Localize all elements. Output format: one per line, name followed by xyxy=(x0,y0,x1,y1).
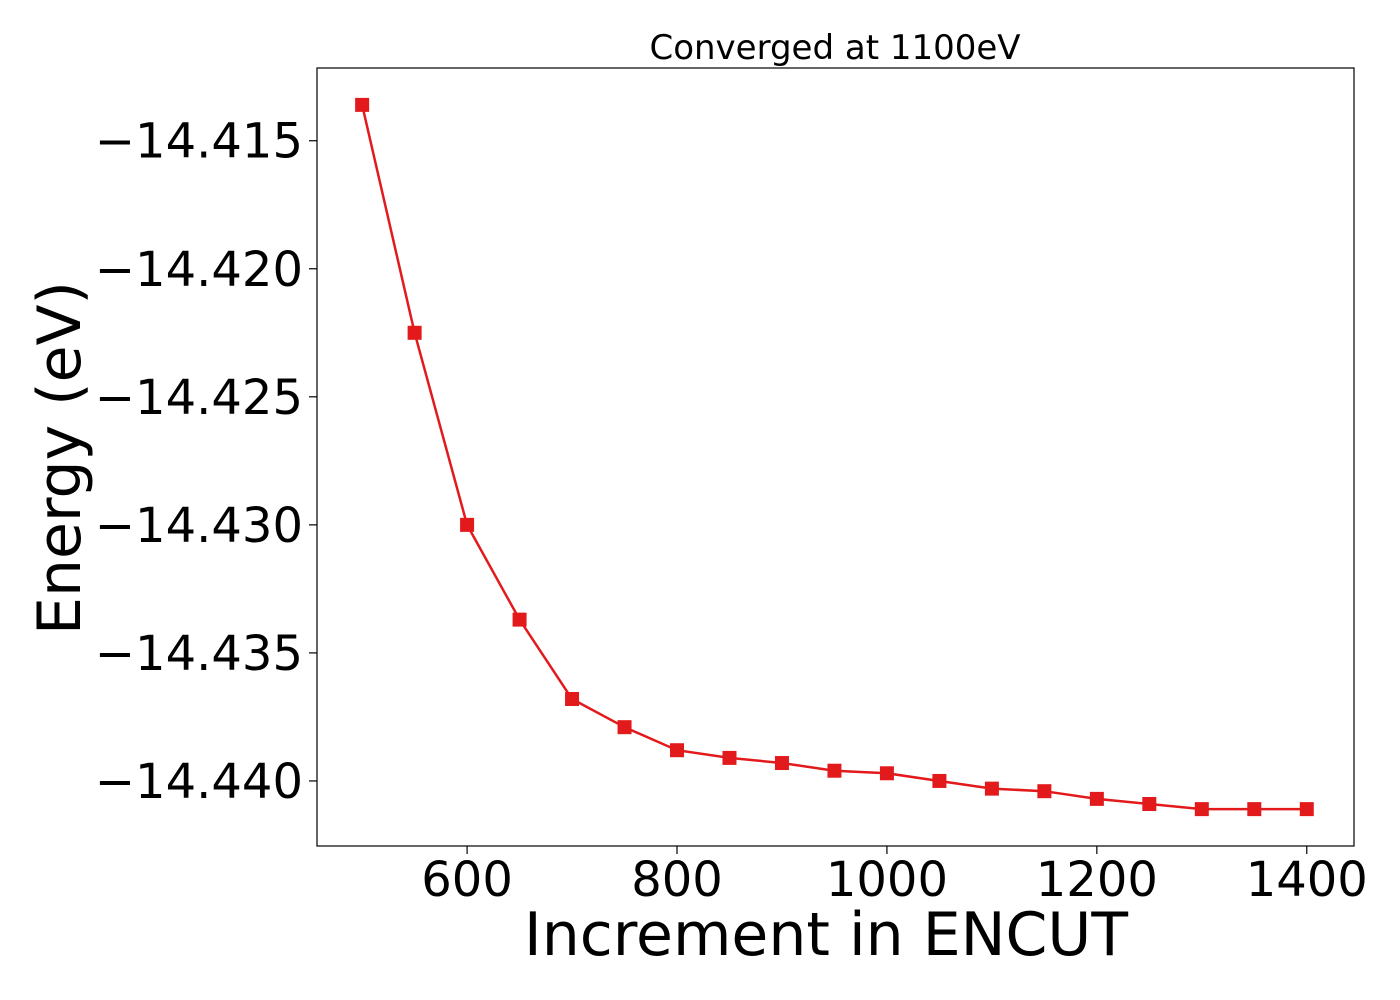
data-point xyxy=(1089,791,1104,806)
y-tick-label: −14.425 xyxy=(95,370,303,426)
data-point xyxy=(1142,797,1157,812)
data-point xyxy=(722,750,737,765)
data-point xyxy=(1037,784,1052,799)
x-axis-title: Increment in ENCUT xyxy=(524,900,1128,970)
data-point xyxy=(617,720,632,735)
y-tick-label: −14.430 xyxy=(95,498,303,554)
y-axis: −14.415 −14.420 −14.425 −14.430 −14.435 −14.4… xyxy=(95,114,317,810)
x-tick-label: 1200 xyxy=(1036,852,1158,908)
data-point xyxy=(355,97,370,112)
y-tick-label: −14.435 xyxy=(95,626,303,682)
plot-area xyxy=(355,97,1314,817)
data-point xyxy=(932,773,947,788)
data-point xyxy=(1194,802,1209,817)
data-point xyxy=(827,763,842,778)
x-axis: 600 800 1000 1200 1400 xyxy=(421,846,1368,908)
plot-frame xyxy=(316,67,1355,847)
x-tick-label: 1000 xyxy=(826,852,948,908)
data-point xyxy=(670,743,685,758)
data-point xyxy=(879,766,894,781)
data-point xyxy=(1299,802,1314,817)
y-tick-label: −14.415 xyxy=(95,114,303,170)
x-tick-label: 600 xyxy=(421,852,513,908)
data-point xyxy=(512,612,527,627)
data-point xyxy=(774,756,789,771)
series-line xyxy=(360,104,1307,811)
y-tick-label: −14.440 xyxy=(95,754,303,810)
x-tick-label: 800 xyxy=(631,852,723,908)
data-point xyxy=(460,517,475,532)
data-point xyxy=(407,325,422,340)
data-point xyxy=(1247,802,1262,817)
data-point xyxy=(984,781,999,796)
chart-title: Converged at 1100eV xyxy=(649,28,1020,68)
data-point xyxy=(565,692,580,707)
x-tick-label: 1400 xyxy=(1246,852,1368,908)
y-axis-title: Energy (eV) xyxy=(25,281,95,635)
y-tick-label: −14.420 xyxy=(95,242,303,298)
